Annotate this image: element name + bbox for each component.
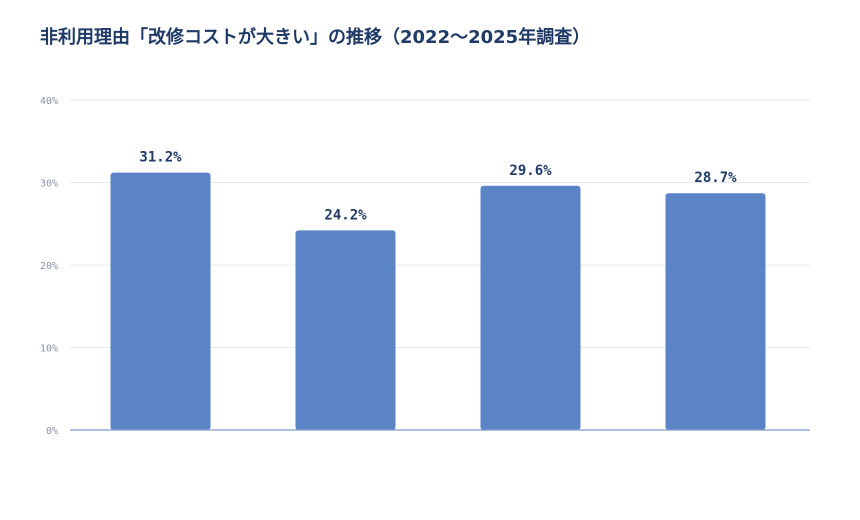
data-label: 31.2% (139, 150, 182, 166)
data-label: 24.2% (324, 207, 367, 223)
y-tick-label: 0% (46, 426, 58, 437)
bar (480, 185, 581, 430)
bar (110, 172, 211, 430)
y-tick-label: 30% (40, 179, 58, 190)
data-label: 28.7% (694, 170, 737, 186)
bar (665, 193, 766, 430)
chart-title: 非利用理由「改修コストが大きい」の推移（2022〜2025年調査） (40, 27, 591, 48)
y-tick-label: 10% (40, 344, 58, 355)
data-label: 29.6% (509, 163, 552, 179)
y-tick-label: 20% (40, 261, 58, 272)
bar (295, 230, 396, 430)
y-tick-label: 40% (40, 96, 58, 107)
